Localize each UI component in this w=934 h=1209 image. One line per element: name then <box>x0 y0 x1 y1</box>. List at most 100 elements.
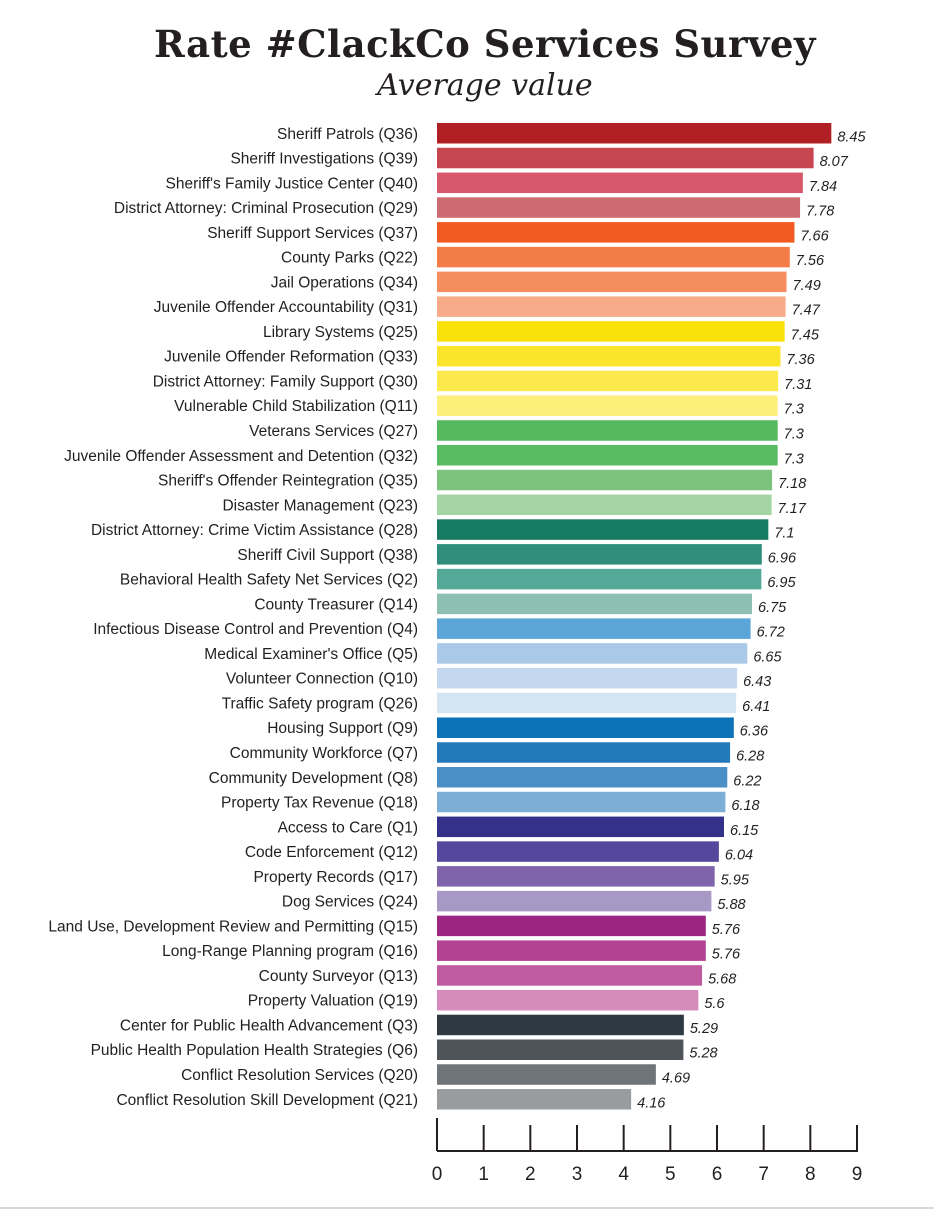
value-label: 6.18 <box>731 798 759 814</box>
value-label: 5.6 <box>704 996 725 1012</box>
bars-group <box>437 123 832 1110</box>
value-label: 7.3 <box>784 402 804 418</box>
bar <box>437 123 832 144</box>
category-labels-group: Sheriff Patrols (Q36) Sheriff Investigati… <box>48 126 418 1109</box>
category-label: Sheriff's Family Justice Center (Q40) <box>166 175 418 192</box>
value-label: 7.1 <box>774 526 794 542</box>
bar <box>437 420 778 441</box>
category-label: Sheriff Patrols (Q36) <box>277 126 418 143</box>
bar <box>437 965 703 986</box>
value-label: 7.47 <box>792 303 821 319</box>
category-label: Library Systems (Q25) <box>263 324 418 341</box>
value-label: 5.95 <box>721 872 750 888</box>
category-label: Disaster Management (Q23) <box>222 497 418 514</box>
bar <box>437 1064 656 1085</box>
bar <box>437 172 803 194</box>
category-label: Property Records (Q17) <box>253 869 418 886</box>
x-tick-label: 8 <box>805 1164 816 1185</box>
value-label: 7.36 <box>786 352 815 368</box>
value-label: 8.45 <box>837 129 866 145</box>
category-label: Juvenile Offender Accountability (Q31) <box>154 299 418 316</box>
category-label: Dog Services (Q24) <box>282 894 418 911</box>
x-axis: 0 1 2 3 4 5 6 7 8 9 <box>432 1118 863 1185</box>
category-label: Code Enforcement (Q12) <box>245 844 418 861</box>
bar <box>437 296 786 317</box>
value-label: 6.28 <box>736 749 764 765</box>
category-label: District Attorney: Crime Victim Assistan… <box>91 522 418 539</box>
value-label: 7.66 <box>800 228 829 244</box>
value-label: 7.18 <box>778 476 806 492</box>
category-label: Property Tax Revenue (Q18) <box>221 795 418 812</box>
category-label: Medical Examiner's Office (Q5) <box>204 646 418 663</box>
x-tick-label: 1 <box>478 1164 489 1185</box>
value-label: 7.84 <box>809 179 837 195</box>
value-label: 7.78 <box>806 204 834 220</box>
category-label: Community Development (Q8) <box>209 770 418 787</box>
bar <box>437 197 801 218</box>
category-label: County Treasurer (Q14) <box>254 596 418 613</box>
category-label: Sheriff's Offender Reintegration (Q35) <box>158 473 418 490</box>
category-label: Housing Support (Q9) <box>267 720 418 737</box>
value-label: 5.76 <box>712 922 741 938</box>
value-label: 4.69 <box>662 1071 690 1087</box>
bar <box>437 890 712 912</box>
category-label: County Surveyor (Q13) <box>259 968 418 985</box>
chart-subtitle: Average value <box>377 68 593 103</box>
category-label: Jail Operations (Q34) <box>271 274 418 291</box>
category-label: Center for Public Health Advancement (Q3… <box>120 1017 418 1034</box>
bar <box>437 271 787 293</box>
category-label: Veterans Services (Q27) <box>249 423 418 440</box>
value-labels-group: 8.458.077.847.787.667.567.497.477.457.36… <box>637 129 866 1111</box>
x-tick-label: 5 <box>665 1164 676 1185</box>
category-label: Conflict Resolution Skill Development (Q… <box>116 1092 418 1109</box>
x-tick-label: 4 <box>618 1164 629 1185</box>
category-label: Juvenile Offender Assessment and Detenti… <box>64 448 418 465</box>
category-label: County Parks (Q22) <box>281 250 418 267</box>
value-label: 7.49 <box>793 278 821 294</box>
category-label: Infectious Disease Control and Preventio… <box>93 621 418 638</box>
bar <box>437 370 779 392</box>
x-tick-label: 7 <box>758 1164 769 1185</box>
value-label: 6.22 <box>733 773 761 789</box>
bar <box>437 816 724 838</box>
bar <box>437 568 762 590</box>
bar <box>437 395 778 416</box>
value-label: 5.88 <box>717 897 745 913</box>
value-label: 6.75 <box>758 600 787 616</box>
bar <box>437 1014 684 1036</box>
value-label: 7.3 <box>784 426 804 442</box>
category-label: Juvenile Offender Reformation (Q33) <box>164 349 418 366</box>
category-label: District Attorney: Family Support (Q30) <box>153 373 418 390</box>
bar <box>437 791 726 813</box>
x-tick-label: 0 <box>432 1164 443 1185</box>
value-label: 6.04 <box>725 848 753 864</box>
value-label: 6.15 <box>730 823 759 839</box>
value-label: 6.65 <box>753 649 782 665</box>
category-label: Property Valuation (Q19) <box>248 993 418 1010</box>
bar <box>437 246 790 268</box>
bar <box>437 866 715 887</box>
bottom-divider <box>0 1207 934 1209</box>
category-label: Behavioral Health Safety Net Services (Q… <box>120 572 418 589</box>
value-label: 7.3 <box>784 451 804 467</box>
bar <box>437 667 738 689</box>
value-label: 6.41 <box>742 699 770 715</box>
bar <box>437 494 772 516</box>
value-label: 8.07 <box>820 154 849 170</box>
x-tick-label: 9 <box>852 1164 863 1185</box>
value-label: 6.43 <box>743 674 771 690</box>
bar <box>437 593 752 615</box>
bar <box>437 1039 684 1060</box>
bar <box>437 519 769 540</box>
value-label: 6.72 <box>757 625 785 641</box>
bar <box>437 940 706 961</box>
category-label: Vulnerable Child Stabilization (Q11) <box>174 398 418 415</box>
category-label: Land Use, Development Review and Permitt… <box>48 918 418 935</box>
value-label: 4.16 <box>637 1095 666 1111</box>
bar <box>437 643 748 664</box>
bar <box>437 544 762 565</box>
category-label: Community Workforce (Q7) <box>230 745 418 762</box>
value-label: 5.76 <box>712 947 741 963</box>
bar <box>437 147 814 169</box>
